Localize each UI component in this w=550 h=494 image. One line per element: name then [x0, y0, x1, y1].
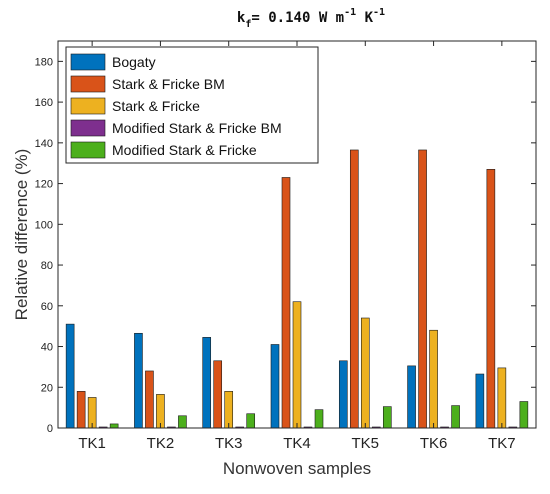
- bar-tk7-series-1: [475, 373, 485, 429]
- bar-tk1-series-5: [109, 423, 119, 429]
- y-axis: 0 20 40 60 80 100 120 140 160 180: [35, 56, 536, 435]
- bar-tk2-series-1: [134, 332, 143, 429]
- bar-tk2-series-3: [156, 394, 165, 429]
- bar-tk5-series-1: [338, 360, 348, 429]
- bar-tk2-series-2: [145, 370, 154, 429]
- legend-label-1: Bogaty: [112, 54, 156, 70]
- y-tick-label: 80: [41, 260, 53, 272]
- y-tick-label: 100: [35, 219, 53, 231]
- bar-tk6-series-3: [429, 329, 438, 429]
- x-axis: TK1 TK2 TK3 TK4 TK5 TK6 TK7: [78, 41, 516, 452]
- title-part: K: [356, 10, 373, 26]
- bar-tk3-series-1: [202, 337, 212, 429]
- bar-tk1-series-1: [65, 323, 75, 429]
- bar-tk3-series-5: [246, 413, 256, 429]
- y-axis-title: Relative difference (%): [12, 149, 31, 321]
- legend-box: [65, 46, 319, 164]
- title-part: -1: [373, 7, 385, 18]
- y-tick-label: 0: [47, 423, 53, 435]
- legend-label-5: Modified Stark & Fricke: [112, 142, 257, 158]
- x-tick-label-tk6: TK6: [420, 435, 448, 452]
- legend-label-4: Modified Stark & Fricke BM: [112, 120, 282, 136]
- y-tick-label: 60: [41, 301, 53, 313]
- bar-tk4-series-3: [292, 301, 302, 429]
- bar-tk2-series-5: [178, 415, 187, 429]
- x-tick-label-tk3: TK3: [215, 435, 243, 452]
- bar-tk7-series-3: [497, 367, 507, 429]
- y-tick-label: 180: [35, 56, 53, 68]
- y-tick-label: 140: [35, 138, 53, 150]
- bar-tk3-series-3: [224, 391, 234, 429]
- legend-label-3: Stark & Fricke: [112, 98, 200, 114]
- legend-swatch-1: [70, 53, 106, 71]
- x-tick-label-tk5: TK5: [352, 435, 380, 452]
- bar-tk6-series-5: [451, 405, 460, 429]
- bar-tk4-series-5: [314, 409, 324, 429]
- x-tick-label-tk1: TK1: [78, 435, 106, 452]
- title-part: f: [245, 19, 251, 30]
- chart-title: kf= 0.140 W m-1 K-1: [237, 7, 385, 30]
- bar-tk3-series-2: [213, 360, 223, 429]
- bar-tk5-series-2: [349, 149, 359, 429]
- bar-tk6-series-2: [418, 149, 427, 429]
- legend-swatch-3: [70, 97, 106, 115]
- bar-tk5-series-5: [382, 406, 392, 429]
- x-tick-label-tk4: TK4: [283, 435, 311, 452]
- legend: Bogaty Stark & Fricke BM Stark & Fricke Mod…: [65, 46, 319, 164]
- legend-label-2: Stark & Fricke BM: [112, 76, 225, 92]
- bar-tk5-series-3: [360, 317, 370, 429]
- x-tick-label-tk7: TK7: [488, 435, 516, 452]
- bar-tk4-series-1: [270, 344, 280, 429]
- bar-tk6-series-1: [407, 365, 416, 429]
- y-tick-label: 160: [35, 97, 53, 109]
- title-part: -1: [344, 7, 356, 18]
- legend-swatch-5: [70, 141, 106, 159]
- y-tick-label: 40: [41, 342, 53, 354]
- bar-tk7-series-2: [486, 169, 496, 429]
- bar-tk7-series-5: [519, 401, 529, 429]
- title-part: = 0.140 W m: [251, 10, 344, 26]
- bar-tk4-series-2: [281, 177, 291, 429]
- legend-swatch-2: [70, 75, 106, 93]
- y-tick-label: 20: [41, 382, 53, 394]
- title-part: k: [237, 10, 246, 26]
- y-tick-label: 120: [35, 179, 53, 191]
- x-axis-title: Nonwoven samples: [223, 459, 371, 478]
- legend-swatch-4: [70, 119, 106, 137]
- bar-tk1-series-2: [76, 391, 86, 429]
- x-tick-label-tk2: TK2: [147, 435, 175, 452]
